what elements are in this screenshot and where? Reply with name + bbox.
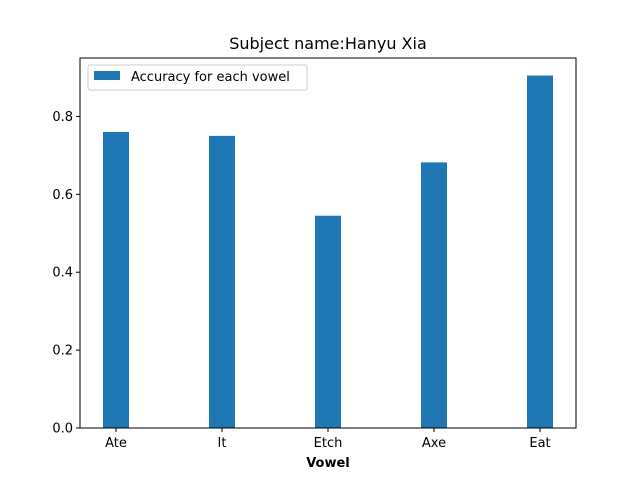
x-tick-label: Ate (105, 436, 127, 451)
bars-group (103, 75, 553, 429)
y-tick-label: 0.8 (52, 110, 73, 125)
y-tick-label: 0.2 (52, 344, 73, 359)
x-axis: Ate It Etch Axe Eat (105, 428, 551, 451)
bar-ate (103, 132, 129, 428)
bar-axe (421, 162, 447, 428)
y-tick-label: 0.6 (52, 188, 73, 203)
bar-eat (527, 75, 553, 429)
x-axis-label: Vowel (306, 456, 350, 471)
plot-frame (79, 57, 577, 429)
legend-box (87, 64, 308, 91)
y-tick-label: 0.0 (52, 422, 73, 437)
legend-label: Accuracy for each vowel (131, 70, 290, 85)
legend: Accuracy for each vowel (87, 64, 308, 91)
chart-title: Subject name:Hanyu Xia (229, 34, 427, 53)
y-axis: 0.0 0.2 0.4 0.6 0.8 (52, 110, 80, 437)
y-tick-label: 0.4 (52, 266, 73, 281)
legend-swatch (94, 71, 120, 80)
x-tick-label: It (218, 436, 227, 451)
bar-it (209, 135, 235, 429)
bar-etch (315, 215, 341, 428)
x-tick-label: Axe (422, 436, 446, 451)
x-tick-label: Etch (314, 436, 343, 451)
x-tick-label: Eat (529, 436, 550, 451)
